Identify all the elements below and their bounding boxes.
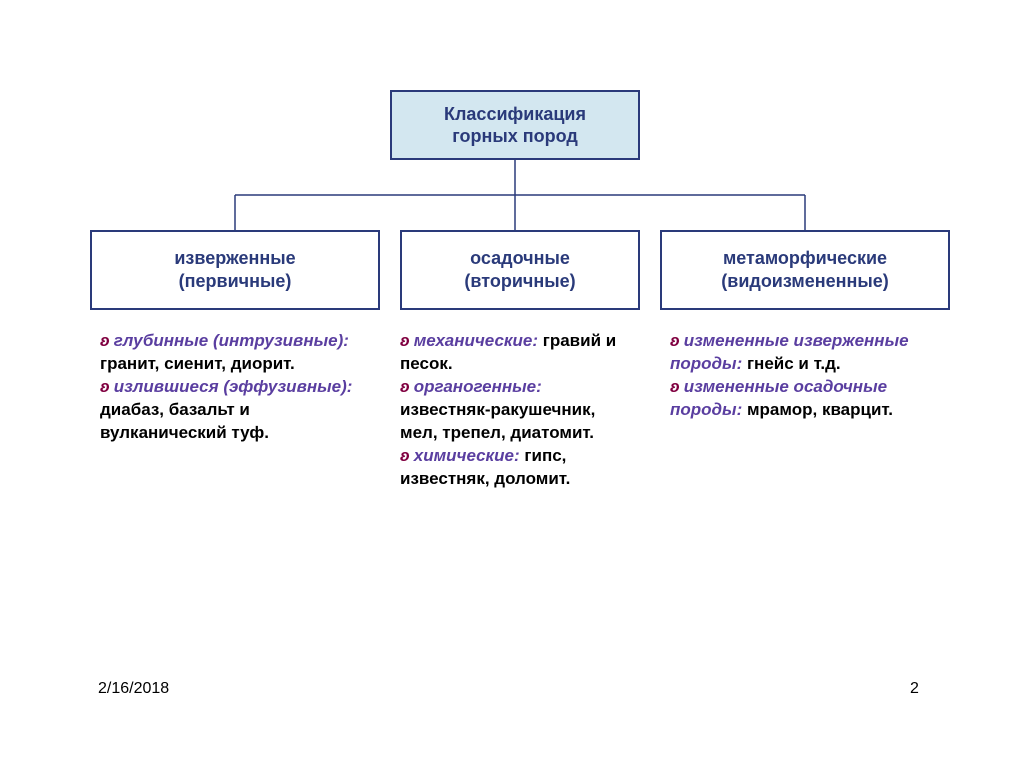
branch-sub: (вторичные) <box>464 270 575 293</box>
desc-col-sedimentary: ʚмеханические: гравий и песок.ʚорганоген… <box>400 330 630 491</box>
desc-col-igneous: ʚглубинные (интрузивные): гранит, сиенит… <box>100 330 360 445</box>
desc-col-metamorphic: ʚизмененные изверженные породы: гнейс и … <box>670 330 930 422</box>
root-line1: Классификация <box>444 103 586 126</box>
bullet-icon: ʚ <box>100 376 110 399</box>
bullet-icon: ʚ <box>400 376 410 399</box>
desc-text: известняк-ракушечник, мел, трепел, диато… <box>400 400 595 442</box>
desc-category: механические: <box>414 331 538 350</box>
root-box: Классификация горных пород <box>390 90 640 160</box>
desc-text: гнейс и т.д. <box>747 354 841 373</box>
footer-date: 2/16/2018 <box>98 680 169 698</box>
desc-text: диабаз, базальт и вулканический туф. <box>100 400 269 442</box>
branch-sub: (видоизмененные) <box>721 270 888 293</box>
bullet-icon: ʚ <box>670 330 680 353</box>
desc-category: излившиеся (эффузивные): <box>114 377 353 396</box>
root-line2: горных пород <box>452 125 578 148</box>
branch-box-metamorphic: метаморфические (видоизмененные) <box>660 230 950 310</box>
branch-sub: (первичные) <box>179 270 292 293</box>
branch-box-igneous: изверженные (первичные) <box>90 230 380 310</box>
desc-text: мрамор, кварцит. <box>747 400 893 419</box>
branch-title: метаморфические <box>723 247 887 270</box>
desc-category: глубинные (интрузивные): <box>114 331 349 350</box>
bullet-icon: ʚ <box>400 330 410 353</box>
slide: Классификация горных пород изверженные (… <box>0 0 1024 767</box>
desc-text: гранит, сиенит, диорит. <box>100 354 295 373</box>
desc-category: химические: <box>414 446 520 465</box>
branch-box-sedimentary: осадочные (вторичные) <box>400 230 640 310</box>
bullet-icon: ʚ <box>670 376 680 399</box>
branch-title: изверженные <box>174 247 295 270</box>
footer-page: 2 <box>910 680 919 698</box>
branch-title: осадочные <box>470 247 570 270</box>
bullet-icon: ʚ <box>400 445 410 468</box>
desc-category: органогенные: <box>414 377 542 396</box>
bullet-icon: ʚ <box>100 330 110 353</box>
